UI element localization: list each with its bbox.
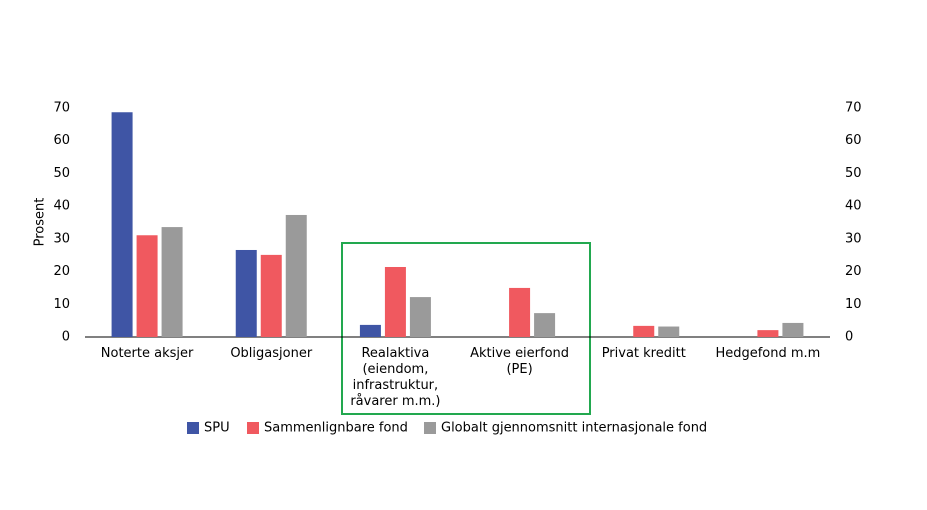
bar <box>136 235 158 337</box>
y-tick-label: 10 <box>53 297 70 312</box>
bar <box>384 266 406 337</box>
y-tick-label: 30 <box>53 231 70 246</box>
y2-tick-label: 10 <box>845 297 862 312</box>
bar <box>509 287 531 337</box>
y2-tick-label: 40 <box>845 199 862 214</box>
y-tick-label: 0 <box>62 330 70 345</box>
bar <box>534 313 556 337</box>
bar <box>409 297 431 337</box>
bar <box>359 324 381 337</box>
legend-label: SPU <box>204 421 230 436</box>
bar <box>757 330 779 337</box>
y2-tick-label: 60 <box>845 133 862 148</box>
bar <box>111 112 133 337</box>
legend-swatch <box>187 422 199 434</box>
y-tick-label: 20 <box>53 264 70 279</box>
x-tick-label: Obligasjoner <box>230 346 313 361</box>
y2-tick-label: 0 <box>845 330 853 345</box>
legend-swatch <box>424 422 436 434</box>
x-tick-label: Realaktiva (eiendom, infrastruktur, råva… <box>350 346 441 409</box>
highlight-box <box>341 242 591 415</box>
bar <box>285 214 307 337</box>
y-tick-label: 60 <box>53 133 70 148</box>
bar <box>235 249 257 337</box>
y2-tick-label: 50 <box>845 166 862 181</box>
y-tick-label: 40 <box>53 199 70 214</box>
x-tick-label: Hedgefond m.m <box>715 346 821 361</box>
bar <box>633 325 655 337</box>
y2-tick-label: 70 <box>845 101 862 116</box>
y-tick-label: 50 <box>53 166 70 181</box>
legend-swatch <box>247 422 259 434</box>
bar <box>161 227 183 337</box>
x-tick-label: Noterte aksjer <box>100 346 194 361</box>
bar <box>782 322 804 337</box>
y2-tick-label: 30 <box>845 231 862 246</box>
y2-tick-label: 20 <box>845 264 862 279</box>
legend-label: Globalt gjennomsnitt internasjonale fond <box>441 421 707 436</box>
y-tick-label: 70 <box>53 101 70 116</box>
bar <box>260 254 282 337</box>
legend-label: Sammenlignbare fond <box>264 421 408 436</box>
y-axis-label: Prosent <box>33 198 48 247</box>
bar <box>658 326 680 337</box>
x-tick-label: Privat kreditt <box>601 346 686 361</box>
x-tick-label: Aktive eierfond (PE) <box>470 346 570 377</box>
